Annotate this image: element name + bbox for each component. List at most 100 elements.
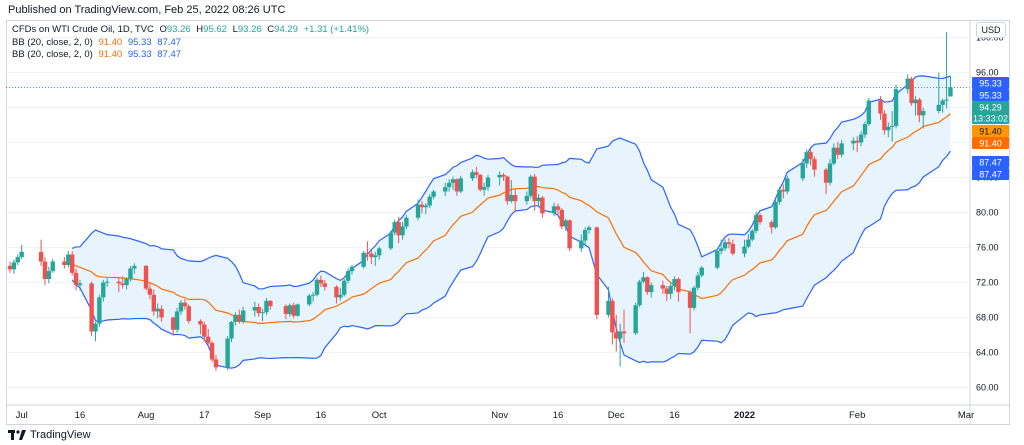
time-tick-label: Feb bbox=[849, 410, 865, 421]
candle-body bbox=[225, 338, 230, 368]
candle-body bbox=[307, 295, 312, 305]
legend-bb-row-1[interactable]: BB (20, close, 2, 0) 91.40 95.33 87.47 bbox=[12, 37, 184, 48]
price-tick-label: 60.00 bbox=[976, 383, 999, 393]
candle-body bbox=[940, 100, 945, 105]
candle-body bbox=[69, 254, 75, 273]
candle-body bbox=[835, 147, 840, 155]
candle-body bbox=[800, 163, 805, 179]
candle-body bbox=[73, 272, 79, 286]
legend-symbol: CFDs on WTI Crude Oil, 1D, TVC bbox=[12, 24, 154, 35]
candle-body bbox=[773, 202, 778, 228]
legend-change: +1.31 (+1.41%) bbox=[303, 24, 370, 35]
price-tick-label: 64.00 bbox=[976, 348, 999, 358]
basis-badge-text: 91.40 bbox=[979, 126, 1002, 136]
candle-body bbox=[532, 176, 537, 202]
price-chart[interactable]: 100.0096.0092.0088.0084.0080.0076.0072.0… bbox=[6, 20, 1010, 425]
candle-body bbox=[314, 279, 320, 295]
candle-body bbox=[349, 266, 355, 272]
countdown-badge bbox=[972, 112, 1009, 124]
candle-body bbox=[89, 283, 94, 332]
last-price-badge-text: 94.29 bbox=[979, 102, 1002, 112]
price-tick-label: 72.00 bbox=[976, 278, 999, 288]
candle-body bbox=[97, 297, 102, 324]
lower-band-badge-text: 87.47 bbox=[979, 169, 1002, 179]
candle-body bbox=[695, 275, 701, 288]
candle-body bbox=[715, 251, 720, 268]
candle-body bbox=[213, 359, 219, 368]
candle-body bbox=[524, 195, 530, 202]
candle-body bbox=[287, 305, 293, 314]
candle-body bbox=[645, 277, 650, 293]
lower-band-badge bbox=[972, 156, 1009, 168]
candle-body bbox=[470, 172, 475, 179]
candle-body bbox=[182, 302, 188, 307]
candle-body bbox=[334, 286, 339, 298]
candle-body bbox=[116, 281, 122, 284]
time-tick-label: Jul bbox=[16, 410, 28, 421]
candle-body bbox=[132, 265, 137, 269]
candle-body bbox=[66, 254, 71, 265]
candles bbox=[7, 32, 953, 371]
upper-band-badge-text: 95.33 bbox=[979, 78, 1002, 88]
candle-body bbox=[579, 240, 584, 249]
candle-body bbox=[750, 230, 755, 240]
candle-body bbox=[718, 248, 724, 251]
candle-body bbox=[268, 300, 273, 307]
countdown-badge-text: 13:33:02 bbox=[973, 113, 1008, 123]
footer-brand: TradingView bbox=[8, 429, 91, 441]
legend-symbol-row: CFDs on WTI Crude Oil, 1D, TVC O93.26 H9… bbox=[12, 24, 372, 35]
price-tick-label: 96.00 bbox=[976, 68, 999, 78]
candle-body bbox=[186, 306, 191, 321]
candle-body bbox=[559, 209, 565, 227]
candle-body bbox=[143, 265, 149, 289]
candle-body bbox=[155, 308, 160, 312]
candle-body bbox=[730, 244, 736, 254]
candle-body bbox=[50, 261, 55, 272]
candle-body bbox=[361, 252, 366, 267]
candle-body bbox=[660, 285, 666, 289]
candle-body bbox=[202, 324, 207, 337]
candle-body bbox=[415, 204, 421, 218]
time-tick-label: 16 bbox=[669, 410, 680, 421]
candle-body bbox=[104, 281, 110, 283]
candle-body bbox=[551, 206, 557, 214]
candle-body bbox=[909, 78, 914, 104]
candle-body bbox=[722, 242, 728, 249]
candle-body bbox=[893, 89, 899, 126]
candle-body bbox=[7, 265, 13, 270]
upper-band-badge-text: 95.33 bbox=[979, 90, 1002, 100]
candle-body bbox=[862, 124, 868, 135]
candle-body bbox=[746, 239, 751, 247]
candle-body bbox=[454, 179, 460, 192]
candle-body bbox=[563, 220, 568, 227]
time-axis: Jul 16 Aug 17 Sep 16 Oct Nov 16 Dec 16 2022 Feb Mar bbox=[16, 410, 975, 421]
candle-body bbox=[567, 220, 572, 249]
candle-body bbox=[423, 205, 429, 208]
candle-body bbox=[757, 215, 763, 223]
candle-body bbox=[450, 179, 456, 183]
time-tick-label: Oct bbox=[372, 410, 387, 421]
candle-body bbox=[443, 187, 448, 192]
candle-body bbox=[388, 232, 394, 249]
candle-body bbox=[458, 178, 463, 192]
candle-body bbox=[38, 251, 44, 262]
candle-body bbox=[291, 305, 296, 316]
candle-body bbox=[338, 294, 343, 298]
legend-bb-row-2[interactable]: BB (20, close, 2, 0) 91.40 95.33 87.47 bbox=[12, 49, 184, 60]
candle-body bbox=[769, 222, 774, 228]
candle-body bbox=[256, 307, 261, 314]
candle-body bbox=[664, 288, 669, 294]
candle-body bbox=[178, 302, 184, 312]
time-tick-label: Sep bbox=[254, 410, 271, 421]
candle-body bbox=[851, 140, 856, 144]
candle-body bbox=[205, 336, 211, 343]
candle-body bbox=[528, 176, 533, 196]
candle-body bbox=[369, 253, 374, 258]
candle-body bbox=[621, 331, 627, 334]
currency-label[interactable]: USD bbox=[976, 22, 1006, 38]
candle-body bbox=[365, 252, 370, 254]
time-tick-label: Mar bbox=[958, 410, 974, 421]
candle-body bbox=[446, 182, 452, 188]
candle-body bbox=[310, 294, 316, 296]
candle-body bbox=[905, 78, 910, 90]
